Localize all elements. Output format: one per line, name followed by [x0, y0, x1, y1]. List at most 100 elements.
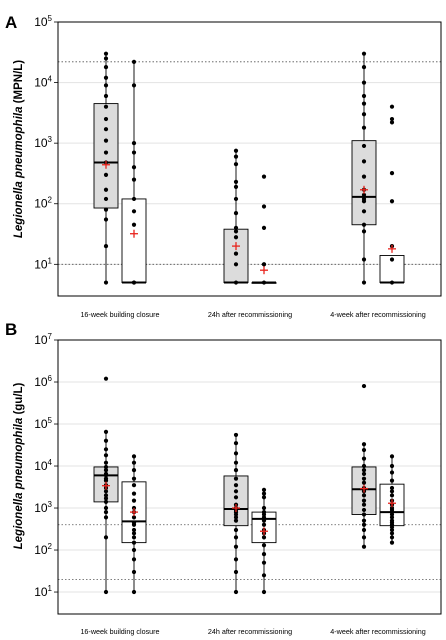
box-group: [93, 51, 119, 285]
data-point: [233, 569, 239, 575]
panel-letter: B: [5, 320, 17, 339]
data-point: [361, 544, 367, 549]
data-point: [361, 51, 367, 56]
data-point: [233, 441, 239, 446]
data-point: [131, 522, 137, 527]
y-tick-label: 105: [34, 416, 52, 431]
panel-a: A Legionella pneumophila (MPN/L) 1011021…: [5, 13, 442, 319]
data-point: [233, 432, 239, 438]
data-point: [103, 453, 109, 458]
data-point: [103, 473, 109, 478]
y-tick-label: 102: [34, 196, 52, 211]
data-point: [103, 172, 109, 177]
data-point: [233, 527, 239, 533]
data-point: [131, 150, 137, 155]
data-point: [131, 165, 137, 170]
data-point: [103, 467, 109, 473]
data-point: [261, 505, 267, 511]
data-point: [261, 280, 267, 285]
data-point: [103, 429, 109, 434]
data-point: [233, 535, 239, 540]
data-point: [131, 460, 137, 465]
data-point: [261, 225, 267, 230]
data-point: [361, 65, 367, 70]
data-point: [233, 280, 239, 285]
data-point: [233, 518, 239, 523]
data-point: [103, 447, 109, 452]
x-category-label: 16-week building closure: [80, 310, 159, 319]
data-point: [103, 376, 109, 381]
data-point: [131, 535, 137, 540]
data-point: [361, 209, 367, 214]
box-group: [251, 487, 277, 595]
data-point: [131, 209, 137, 214]
data-point: [103, 505, 109, 511]
data-point: [361, 480, 367, 485]
data-point: [389, 116, 395, 122]
box-group: [223, 148, 249, 285]
data-point: [131, 83, 137, 88]
data-point: [103, 243, 109, 249]
data-point: [389, 171, 395, 176]
data-point: [131, 280, 137, 285]
y-axis-label-unit: (MPN/L): [13, 60, 25, 107]
data-point: [103, 438, 109, 443]
data-point: [361, 493, 367, 498]
data-point: [233, 251, 239, 256]
data-point: [389, 280, 395, 285]
data-point: [389, 540, 395, 545]
data-point: [103, 496, 109, 501]
data-point: [261, 543, 267, 548]
data-point: [131, 177, 137, 182]
data-point: [131, 467, 137, 473]
data-point: [131, 589, 137, 595]
data-point: [131, 557, 137, 562]
box-group: [379, 104, 405, 285]
data-point: [361, 174, 367, 179]
data-point: [233, 211, 239, 216]
data-point: [131, 196, 137, 202]
box-group: [121, 454, 147, 595]
data-point: [131, 569, 137, 575]
data-point: [131, 540, 137, 545]
data-point: [261, 522, 267, 527]
data-point: [103, 460, 109, 465]
data-point: [261, 262, 267, 267]
data-point: [103, 464, 109, 470]
data-point: [103, 83, 109, 88]
y-tick-label: 102: [34, 542, 52, 557]
data-point: [233, 235, 239, 240]
data-point: [131, 498, 137, 503]
box-group: [379, 454, 405, 545]
data-point: [131, 222, 137, 227]
y-axis-label-organism: Legionella pneumophila: [13, 106, 25, 238]
data-point: [131, 141, 137, 146]
data-point: [233, 557, 239, 562]
y-axis-label-organism: Legionella pneumophila: [13, 417, 25, 549]
data-point: [389, 478, 395, 483]
data-point: [361, 447, 367, 453]
data-point: [233, 229, 239, 234]
data-point: [233, 589, 239, 595]
x-category-label: 16-week building closure: [80, 627, 159, 636]
data-point: [361, 456, 367, 461]
data-point: [233, 148, 239, 153]
data-point: [103, 493, 109, 498]
data-point: [103, 127, 109, 132]
box-group: [223, 432, 249, 595]
panel-letter: A: [5, 13, 17, 32]
data-point: [233, 196, 239, 202]
data-point: [361, 80, 367, 85]
data-point: [131, 491, 137, 496]
data-point: [361, 112, 367, 117]
data-point: [131, 59, 137, 64]
data-point: [131, 476, 137, 481]
data-point: [361, 442, 367, 447]
data-point: [361, 535, 367, 540]
data-point: [103, 535, 109, 540]
data-point: [103, 51, 109, 56]
data-point: [361, 229, 367, 234]
data-point: [389, 527, 395, 533]
data-point: [361, 502, 367, 507]
